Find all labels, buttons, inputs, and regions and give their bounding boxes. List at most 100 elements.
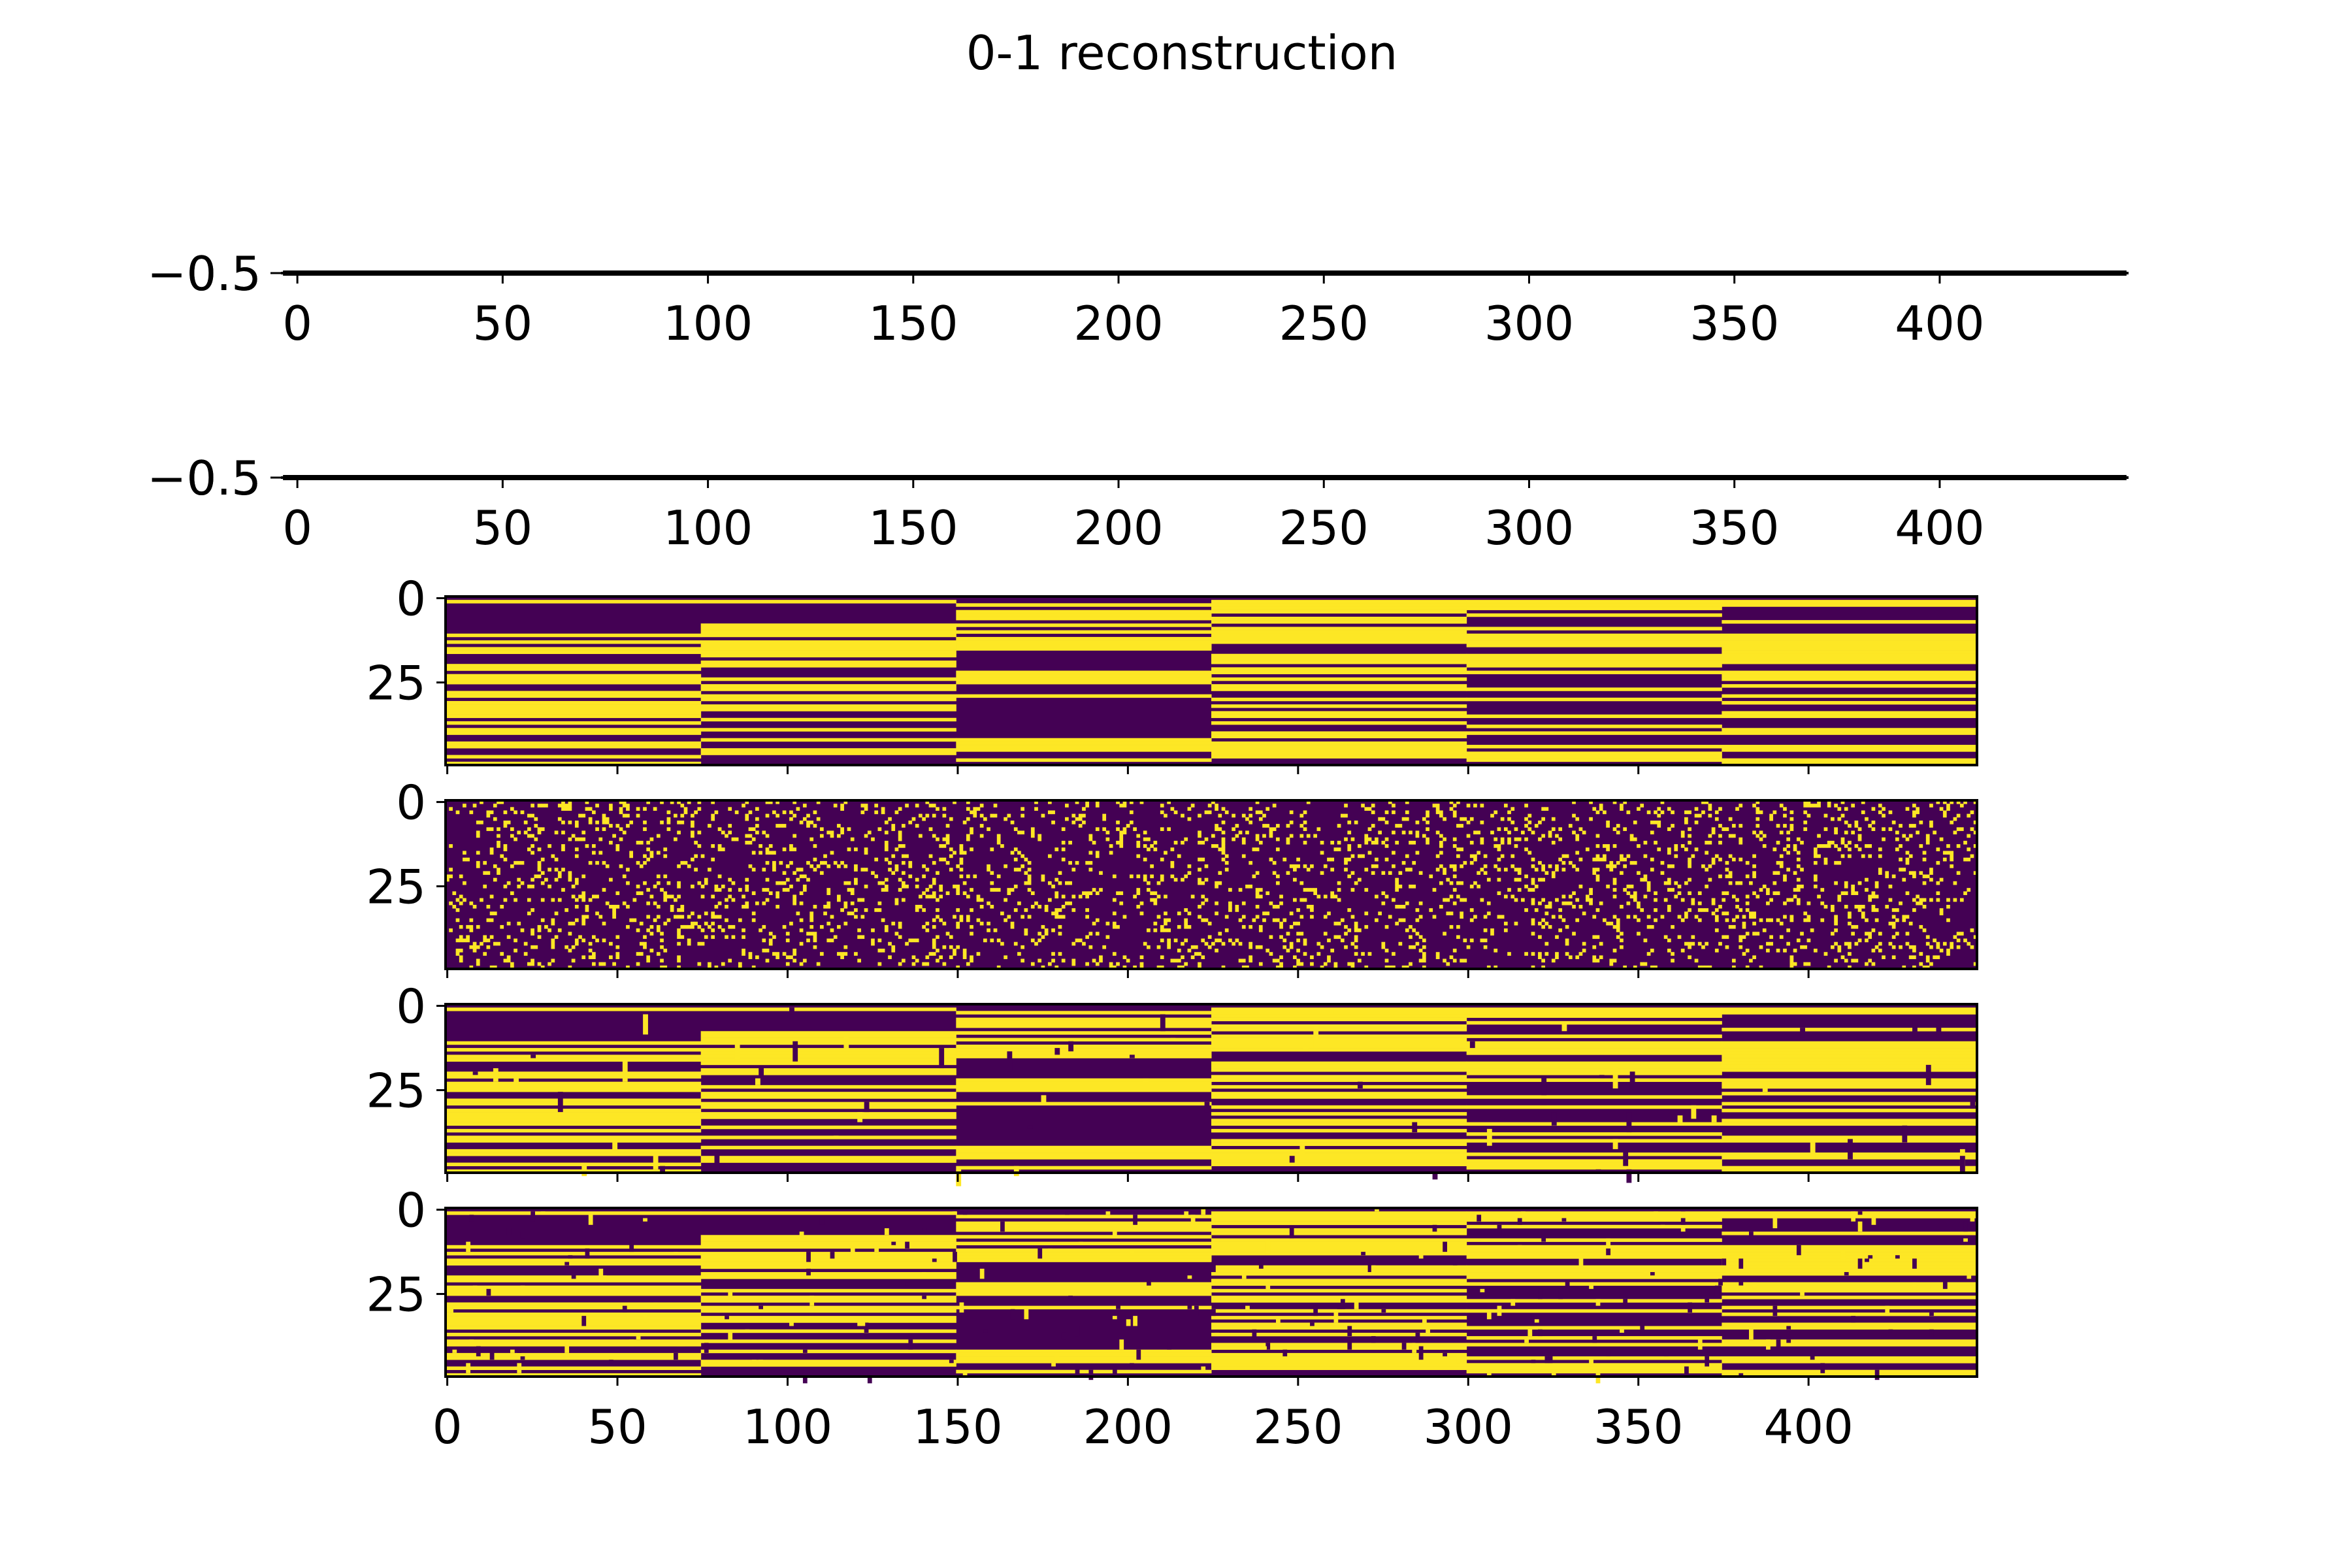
heatmap-cell [1650,820,1654,825]
heatmap-cell [1711,911,1716,915]
heatmap-cell [1381,901,1386,906]
heatmap-cell [1674,894,1678,899]
heatmap-cell [619,837,623,841]
heatmap-cell [1375,864,1379,868]
heatmap-noise [1112,1228,1117,1239]
heatmap-cell [1275,918,1280,923]
heatmap-cell [942,962,947,966]
heatmap-cell [1258,810,1263,815]
heatmap-noise [1075,1326,1080,1337]
heatmap-cell [867,830,872,835]
heatmap-cell [1854,924,1859,929]
heatmap-cell [629,851,634,855]
heatmap-row-segment [1211,721,1467,725]
heatmap-cell [819,827,824,831]
heatmap-cell [789,885,793,889]
heatmap-row-segment [1722,1343,1978,1347]
heatmap-noise [1201,1208,1206,1215]
heatmap-cell [1279,962,1283,966]
heatmap-cell [819,834,824,838]
heatmap-cell [983,817,987,821]
heatmap-cell [1460,847,1463,851]
heatmap-cell [1603,857,1607,862]
heatmap-cell [765,834,770,838]
heatmap-cell [1538,952,1542,956]
heatmap-cell [1929,804,1933,808]
heatmap-cell [1939,877,1944,882]
heatmap-cell [1245,885,1249,889]
heatmap-row-segment [446,1041,702,1045]
heatmap-cell [1908,955,1913,960]
heatmap-cell [472,804,477,808]
heatmap-cell [1745,894,1750,899]
heatmap-cell [1303,938,1307,943]
heatmap-cell [1221,830,1226,835]
heatmap-cell [748,810,753,815]
heatmap-row-segment [1211,1245,1467,1249]
heatmap-cell [1364,834,1369,838]
heatmap-cell [455,918,460,923]
heatmap-cell [1671,824,1674,828]
heatmap-cell [922,924,926,929]
heatmap-cell [1258,840,1263,845]
heatmap-cell [728,958,732,963]
heatmap-cell [537,962,542,966]
heatmap-cell [591,810,596,815]
heatmap-row-segment [446,728,702,732]
heatmap-cell [1398,918,1403,923]
heatmap-cell [1950,864,1954,868]
heatmap-noise [1589,1282,1593,1289]
heatmap-cell [1136,888,1141,892]
heatmap-cell [520,881,525,885]
heatmap-cell [1609,962,1614,966]
heatmap-cell [517,860,521,865]
heatmap-cell [956,908,960,912]
heatmap-cell [1116,891,1120,895]
heatmap-cell [1286,837,1290,841]
heatmap-cell [697,807,702,811]
heatmap-cell [486,918,491,923]
heatmap-cell [809,864,814,868]
heatmap-cell [1595,857,1600,862]
heatmap-cell [939,885,943,889]
heatmap-cell [1527,813,1532,818]
heatmap-cell [574,938,579,943]
heatmap-cell [1384,894,1389,899]
heatmap-cell [571,921,576,926]
heatmap-noise [949,1048,955,1055]
heatmap-cell [1854,904,1859,909]
heatmap-cell [1789,827,1794,831]
heatmap-row-segment [1466,751,1722,755]
heatmap-cell [1722,827,1726,831]
heatmap-cell [643,827,647,831]
heatmap-cell [1071,941,1076,946]
heatmap-cell [1848,854,1852,858]
heatmap-cell [871,941,875,946]
heatmap-cell [1956,827,1961,831]
heatmap-cell [1861,800,1865,804]
heatmap-cell [1075,817,1079,821]
heatmap-cell [915,958,919,963]
heatmap-cell [1803,810,1808,815]
heatmap-noise [1595,1299,1601,1306]
heatmap-cell [497,827,500,831]
heatmap-cell [636,962,640,966]
heatmap-cell [762,924,766,929]
heatmap-cell [1405,965,1409,970]
heatmap-row-segment [446,1112,702,1116]
heatmap-cell [714,888,719,892]
heatmap-cell [1783,901,1787,906]
heatmap-cell [1224,860,1229,865]
heatmap-cell [854,915,858,919]
heatmap-cell [449,874,453,879]
heatmap-noise [1486,1312,1492,1320]
heatmap-row-segment [1722,1356,1978,1360]
heatmap-cell [1133,894,1137,899]
heatmap-cell [1718,904,1722,909]
heatmap-cell [1299,962,1304,966]
heatmap-cell [1806,938,1811,943]
heatmap-cell [1422,952,1426,956]
heatmap-cell [1258,928,1263,932]
heatmap-cell [1905,915,1910,919]
heatmap-row-segment [956,681,1212,685]
